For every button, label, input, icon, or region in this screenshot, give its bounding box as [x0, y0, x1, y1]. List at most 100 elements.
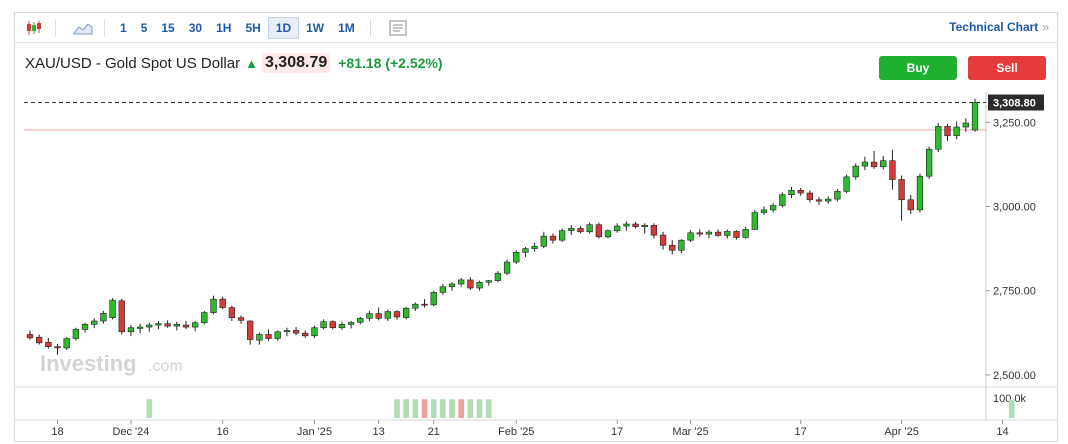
candle-body: [338, 324, 346, 329]
x-tick-label: Feb '25: [498, 426, 534, 438]
candle-body: [540, 235, 547, 247]
candle-body: [568, 228, 575, 232]
candle-body: [448, 283, 456, 287]
x-tick-label: 18: [51, 426, 63, 438]
candle-body: [347, 322, 355, 325]
candle-body: [870, 161, 878, 168]
candle-body: [604, 230, 612, 238]
candle-body: [898, 179, 905, 201]
candle-body: [861, 161, 869, 167]
change-value: +81.18: [338, 55, 382, 71]
candle-body: [412, 303, 419, 309]
x-tick-label: 16: [217, 426, 229, 438]
candle-body: [302, 332, 309, 337]
candle-body: [173, 324, 180, 327]
candle-body: [595, 224, 602, 238]
chart-widget: 1 5 15 30 1H 5H 1D 1W 1M Technical Chart» XAU/US…: [14, 12, 1058, 442]
x-tick-label: 14: [996, 426, 1008, 438]
candle-body: [724, 231, 731, 236]
interval-button-15[interactable]: 15: [161, 20, 175, 35]
volume-bar: [467, 399, 474, 418]
candle-body: [311, 327, 318, 337]
candle-body: [925, 148, 933, 177]
candle-body: [256, 334, 263, 341]
candle-body: [164, 323, 171, 327]
candle-body: [953, 126, 960, 137]
candle-body: [513, 252, 520, 263]
area-chart-icon[interactable]: [70, 17, 96, 39]
y-tick-label: 2,750.00: [993, 286, 1036, 298]
volume-bar: [412, 399, 419, 418]
x-tick-label: Mar '25: [672, 426, 708, 438]
candle-body: [962, 122, 969, 128]
candle-body: [632, 223, 639, 228]
candle-body: [54, 346, 61, 349]
candle-body: [907, 199, 914, 211]
candle-body: [641, 225, 648, 228]
candle-body: [971, 102, 979, 131]
candle-body: [403, 307, 410, 318]
indicators-icon[interactable]: [385, 17, 411, 39]
candle-body: [558, 230, 566, 241]
candle-body: [81, 324, 89, 330]
candle-body: [880, 160, 887, 168]
x-tick-label: 13: [373, 426, 385, 438]
volume-bar: [440, 399, 446, 418]
interval-button-5[interactable]: 5: [140, 20, 148, 35]
candle-body: [91, 320, 98, 325]
candle-body: [72, 329, 80, 339]
candle-body: [797, 190, 804, 194]
change-percent: (+2.52%): [385, 55, 443, 71]
toolbar-divider: [369, 18, 371, 37]
volume-bar: [458, 399, 465, 418]
candle-body: [669, 244, 676, 251]
candle-body: [228, 307, 235, 318]
interval-button-1h[interactable]: 1H: [216, 20, 232, 35]
volume-bar: [403, 399, 410, 418]
candle-body: [274, 331, 281, 339]
candle-body: [687, 232, 694, 241]
candle-body: [788, 190, 795, 196]
volume-bar: [1008, 399, 1015, 418]
watermark-brand: Investing: [40, 351, 137, 376]
volume-bar: [146, 399, 153, 418]
candle-body: [852, 165, 859, 178]
interval-button-1m[interactable]: 1M: [338, 20, 355, 35]
x-tick-label: Apr '25: [884, 426, 919, 438]
candle-body: [659, 234, 667, 246]
y-tick-label: 2,500.00: [993, 370, 1036, 382]
candle-body: [292, 330, 300, 334]
interval-button-5h[interactable]: 5H: [245, 20, 261, 35]
x-tick-label: Jan '25: [297, 426, 332, 438]
candle-body: [705, 231, 713, 235]
chart-toolbar: 1 5 15 30 1H 5H 1D 1W 1M Technical Chart»: [15, 13, 1057, 43]
candle-body: [733, 231, 740, 238]
toolbar-divider: [55, 18, 56, 37]
candle-body: [678, 239, 685, 251]
volume-bar: [421, 399, 428, 418]
toolbar-divider: [104, 18, 105, 37]
x-tick-label: 17: [611, 426, 623, 438]
interval-button-30[interactable]: 30: [188, 20, 203, 35]
candle-body: [806, 192, 813, 201]
candle-body: [329, 321, 336, 329]
candle-body: [45, 341, 52, 347]
interval-button-1d[interactable]: 1D: [267, 16, 300, 39]
candlestick-icon[interactable]: [21, 17, 47, 39]
interval-button-1w[interactable]: 1W: [306, 20, 325, 35]
sell-button[interactable]: Sell: [968, 56, 1046, 80]
candle-body: [375, 313, 382, 319]
candle-body: [650, 225, 658, 236]
candle-body: [485, 280, 492, 283]
buy-button[interactable]: Buy: [879, 56, 957, 80]
candle-body: [320, 321, 327, 329]
technical-chart-link[interactable]: Technical Chart»: [949, 20, 1049, 34]
interval-button-1[interactable]: 1: [120, 20, 127, 35]
candle-body: [393, 311, 401, 318]
candle-body: [118, 300, 125, 333]
x-tick-label: 17: [795, 426, 807, 438]
watermark-suffix: .com: [148, 358, 183, 375]
candle-body: [219, 298, 226, 308]
y-tick-label: 3,250.00: [993, 117, 1036, 129]
